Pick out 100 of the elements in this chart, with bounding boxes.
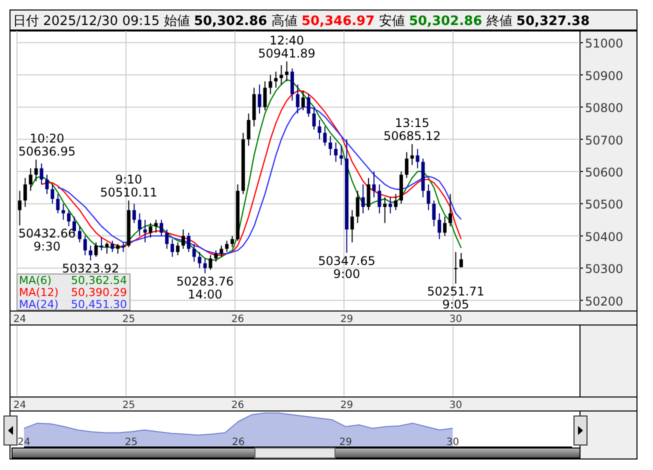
candlestick [274, 71, 278, 88]
candlestick [110, 240, 114, 253]
candlestick [208, 254, 212, 270]
candlestick [296, 84, 300, 114]
candlestick [220, 245, 224, 258]
candlestick [394, 194, 398, 211]
annotation: 50323.92 [62, 261, 120, 276]
candlestick [198, 252, 202, 269]
candlestick [94, 242, 98, 258]
annotation: 9:10 50510.11 [100, 172, 158, 200]
category-label: 30 [449, 400, 462, 411]
y-tick-label: 50700 [585, 133, 624, 148]
y-tick-label: 50400 [585, 230, 624, 244]
candlestick [334, 142, 338, 162]
candlestick [285, 60, 289, 82]
candlestick [170, 238, 174, 258]
candlestick [459, 252, 463, 268]
chart-title: 日付 2025/12/30 09:15 始値 50,302.86 高値 50,346.97 安値 50,302.86 終値 50,327.38 [13, 14, 590, 29]
candlestick [361, 184, 365, 214]
y-tick-label: 50300 [585, 262, 624, 276]
candlestick [186, 232, 190, 253]
candlestick [432, 200, 436, 227]
x-tick-label: 25 [122, 314, 136, 325]
annotation: 50283.76 14:00 [176, 274, 234, 302]
annotation: 10:20 50636.95 [18, 132, 76, 159]
x-tick-label: 29 [340, 314, 354, 325]
y-tick-label: 50800 [585, 101, 624, 116]
candlestick [78, 226, 82, 243]
x-tick-label: 26 [231, 314, 244, 325]
candlestick [438, 212, 442, 240]
candlestick [148, 222, 152, 238]
candlestick [62, 203, 66, 220]
category-label: 26 [231, 400, 244, 411]
y-tick-label: 50900 [585, 68, 624, 83]
candlestick [138, 212, 142, 236]
candlestick [426, 184, 430, 211]
candlestick [50, 184, 54, 204]
candlestick [312, 106, 316, 130]
candlestick [122, 242, 126, 253]
candlestick [378, 184, 382, 214]
candlestick [454, 252, 458, 284]
candlestick [340, 145, 344, 166]
y-tick-label: 51000 [585, 36, 624, 51]
candlestick [192, 243, 196, 262]
candlestick [404, 152, 408, 178]
candlestick [214, 250, 218, 262]
candlestick [356, 190, 360, 224]
candlestick [290, 68, 294, 102]
candlestick [154, 219, 158, 234]
candlestick [181, 228, 185, 250]
candlestick [448, 194, 452, 227]
candlestick [18, 190, 22, 226]
candlestick [100, 237, 104, 251]
annotation: 50432.66 9:30 [18, 226, 76, 254]
candlestick [230, 235, 234, 248]
candlestick [323, 126, 327, 146]
y-tick-label: 50600 [585, 166, 624, 180]
candlestick [132, 203, 136, 224]
candlestick [225, 240, 229, 253]
category-label: 29 [340, 400, 354, 411]
candlestick [280, 64, 284, 86]
x-tick-label: 26 [232, 437, 245, 448]
candlestick [116, 243, 120, 254]
category-label: 24 [13, 400, 26, 411]
candlestick [88, 245, 92, 261]
candlestick [328, 136, 332, 156]
candlestick [366, 177, 370, 211]
candlestick [165, 228, 169, 250]
x-tick-label: 29 [339, 437, 352, 448]
candlestick [388, 196, 392, 214]
candlestick [83, 235, 87, 256]
annotation: 50347.65 9:00 [318, 254, 376, 281]
x-tick-label: 24 [13, 314, 26, 325]
category-label: 25 [122, 400, 136, 411]
candlestick [268, 74, 272, 95]
candlestick [176, 242, 180, 256]
candlestick [263, 80, 267, 111]
candlestick [410, 144, 414, 166]
candlestick [301, 90, 305, 111]
annotation: 13:15 50685.12 [383, 116, 441, 144]
candlestick [383, 196, 387, 224]
text: MA(24) 50,451.30 [19, 298, 127, 311]
candlestick [23, 177, 27, 208]
x-tick-label: 25 [124, 437, 138, 448]
x-tick-label: 24 [18, 437, 30, 448]
text: MA(6) 50,362.54 [19, 274, 127, 287]
candlestick [160, 219, 164, 236]
candlestick [416, 148, 420, 169]
candlestick [40, 162, 44, 185]
candlestick [203, 258, 207, 274]
candlestick [246, 113, 250, 146]
candlestick [105, 242, 109, 254]
x-tick-label: 30 [446, 437, 460, 448]
candlestick [258, 84, 262, 114]
candlestick [34, 159, 38, 182]
candlestick [318, 119, 322, 140]
x-tick-label: 30 [449, 314, 462, 325]
annotation: 50251.71 9:05 [427, 284, 484, 312]
candlestick [45, 174, 49, 195]
candlestick [67, 210, 71, 227]
